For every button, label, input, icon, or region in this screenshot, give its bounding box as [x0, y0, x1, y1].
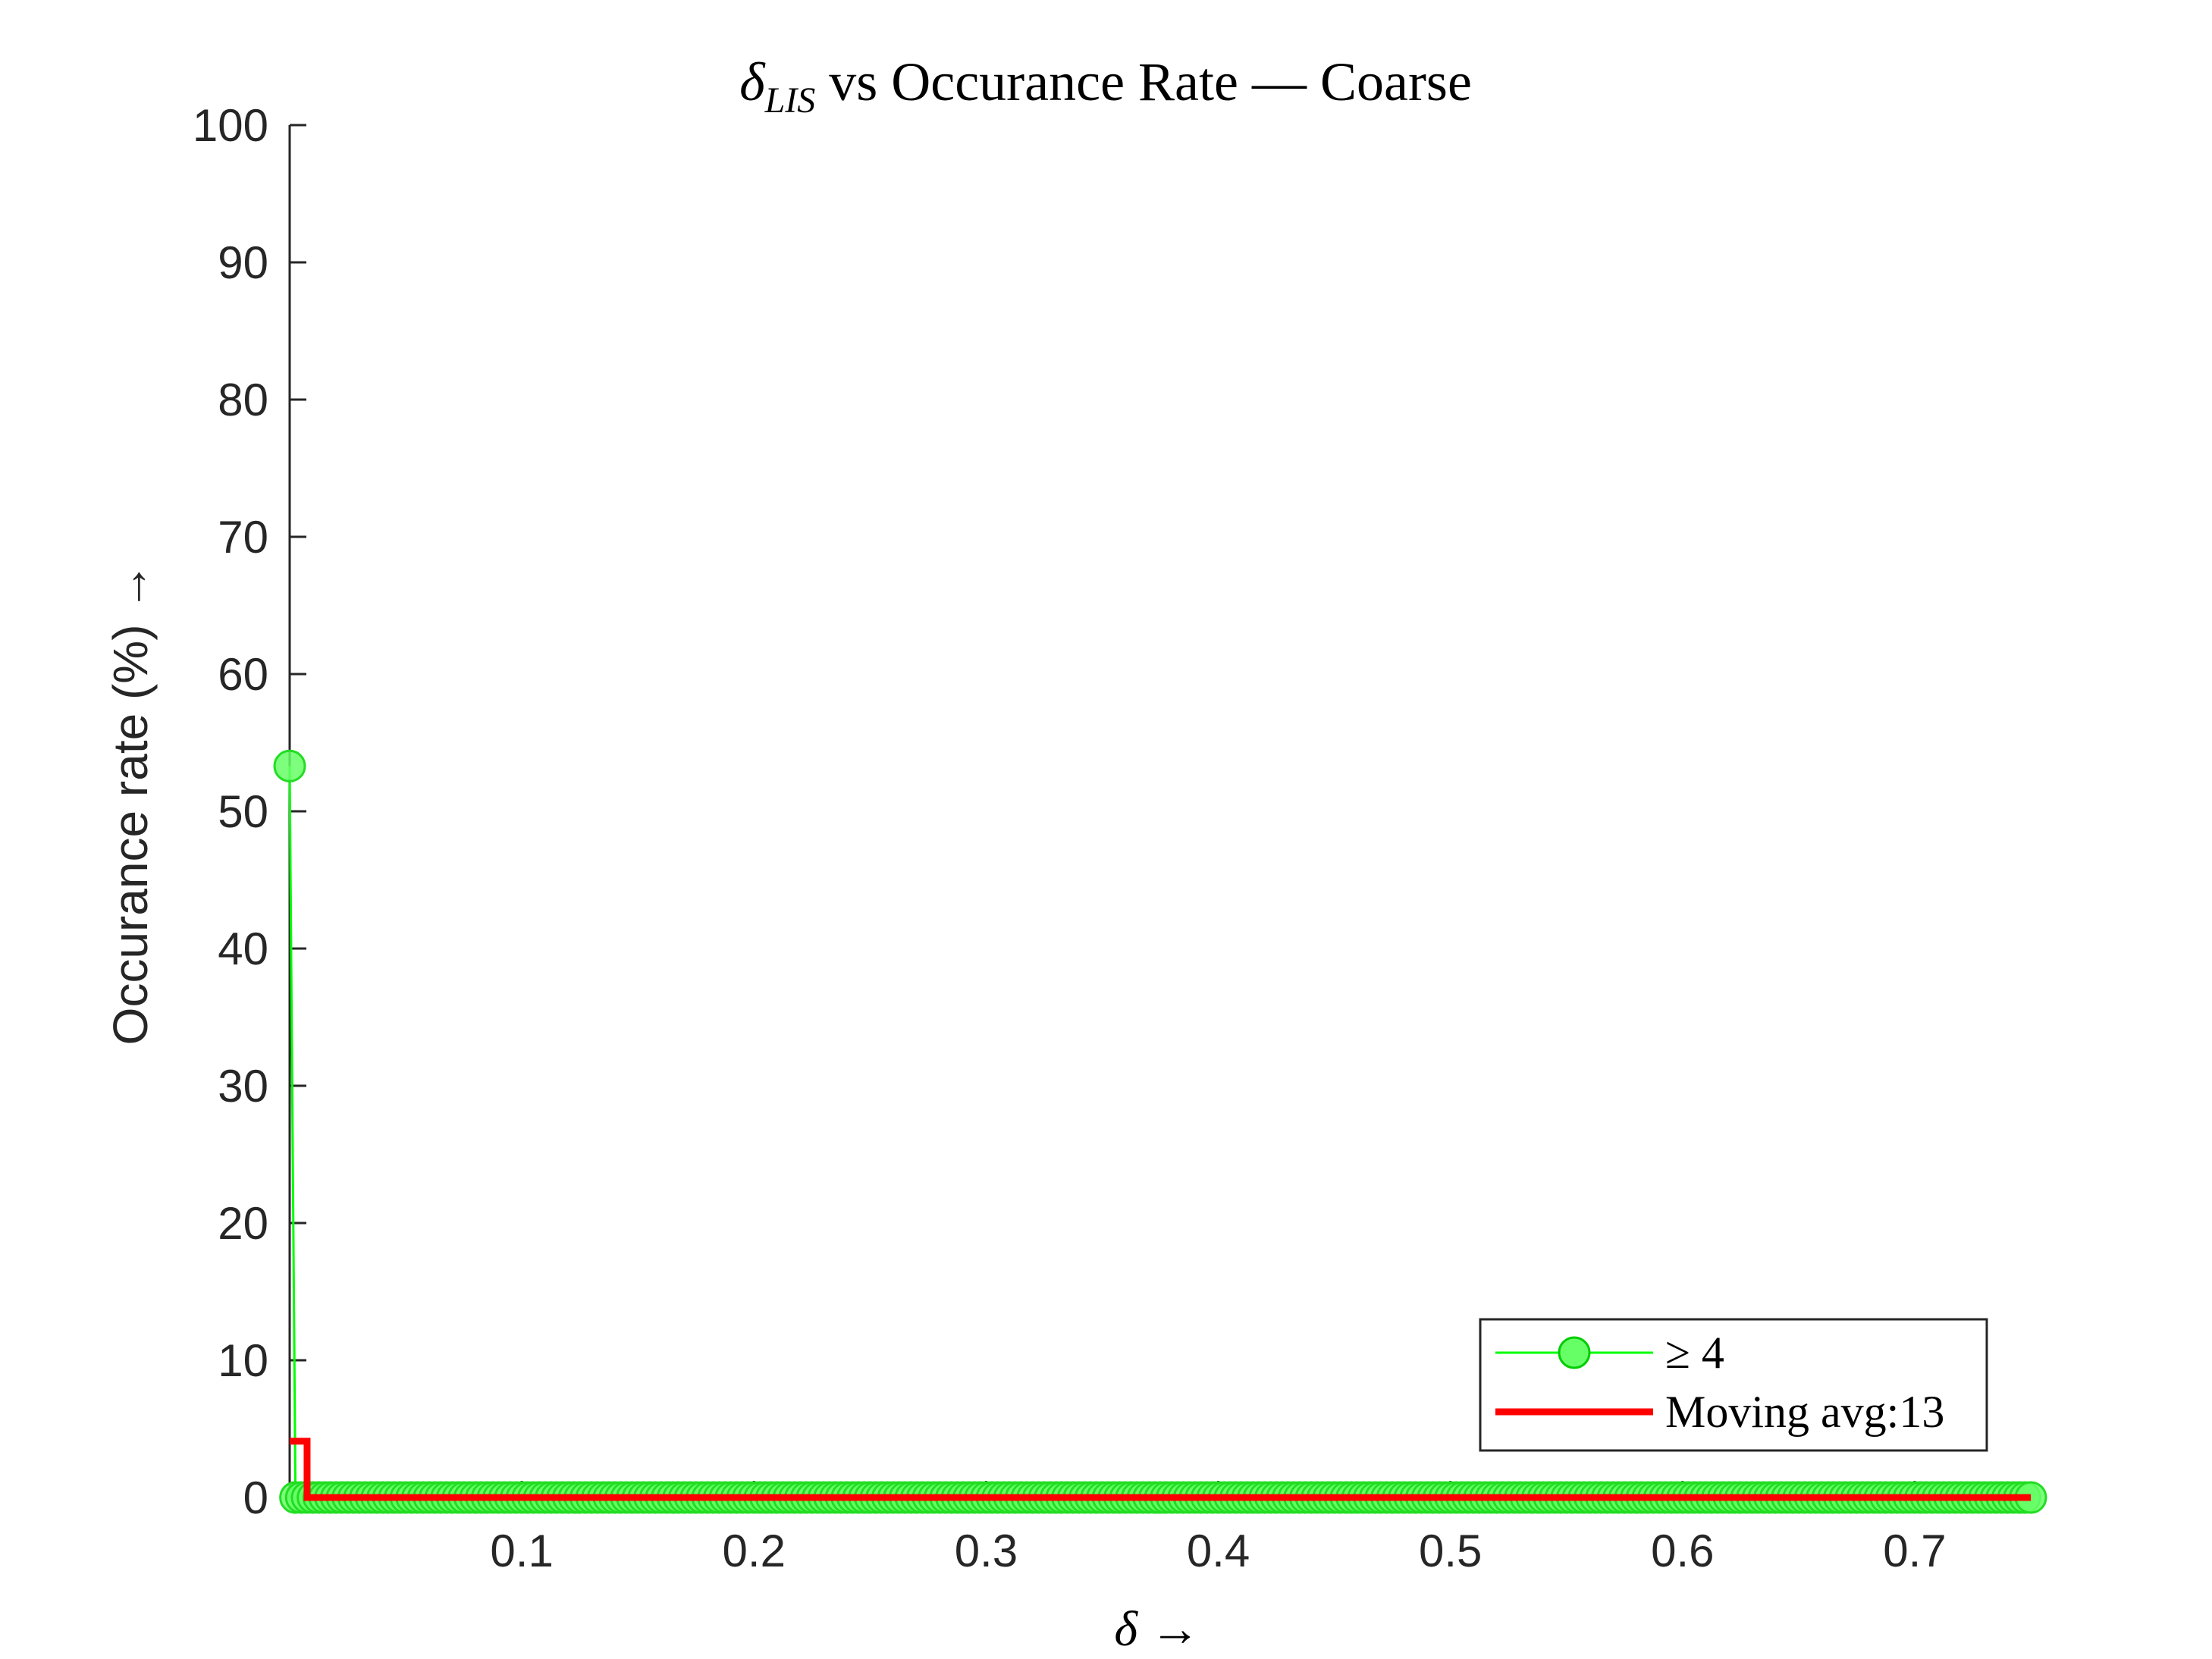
plot-area	[273, 749, 2047, 1514]
y-tick-label: 10	[218, 1335, 268, 1386]
y-tick-label: 20	[218, 1198, 268, 1249]
y-tick-label: 90	[218, 237, 268, 288]
y-tick-label: 50	[218, 786, 268, 837]
x-tick-label: 0.5	[1419, 1526, 1482, 1576]
x-tick-label: 0.4	[1187, 1526, 1250, 1576]
y-tick-label: 100	[193, 100, 268, 151]
y-tick-label: 0	[243, 1472, 268, 1523]
x-tick-label: 0.2	[723, 1526, 786, 1576]
chart-title: δLIS vs Occurance Rate — Coarse	[739, 52, 1472, 121]
y-axis-label: Occurance rate (%) →	[103, 563, 158, 1046]
x-tick-label: 0.6	[1651, 1526, 1714, 1576]
y-tick-label: 40	[218, 924, 268, 974]
legend-label-series-2: Moving avg:13	[1665, 1387, 1944, 1437]
legend-marker-series-1	[1558, 1336, 1591, 1369]
x-axis: 0.1 0.2 0.3 0.4 0.5 0.6 0.7	[490, 1481, 1947, 1576]
x-tick-label: 0.7	[1883, 1526, 1946, 1576]
x-axis-label: δ →	[1114, 1601, 1200, 1657]
y-tick-label: 30	[218, 1061, 268, 1112]
x-tick-label: 0.3	[955, 1526, 1018, 1576]
legend-label-series-1: ≥ 4	[1665, 1328, 1724, 1378]
y-axis: 0 10 20 30 40 50 60 70 80 90 100	[193, 100, 306, 1523]
title-subscript: LIS	[764, 80, 816, 121]
legend: ≥ 4 Moving avg:13	[1479, 1318, 1988, 1452]
series-1-point	[273, 749, 306, 782]
series-2-line	[290, 1438, 2031, 1501]
y-tick-label: 70	[218, 512, 268, 563]
y-tick-label: 60	[218, 649, 268, 700]
x-tick-label: 0.1	[490, 1526, 553, 1576]
title-symbol: δ	[739, 52, 766, 112]
title-rest: vs Occurance Rate — Coarse	[815, 52, 1472, 112]
y-tick-label: 80	[218, 375, 268, 425]
